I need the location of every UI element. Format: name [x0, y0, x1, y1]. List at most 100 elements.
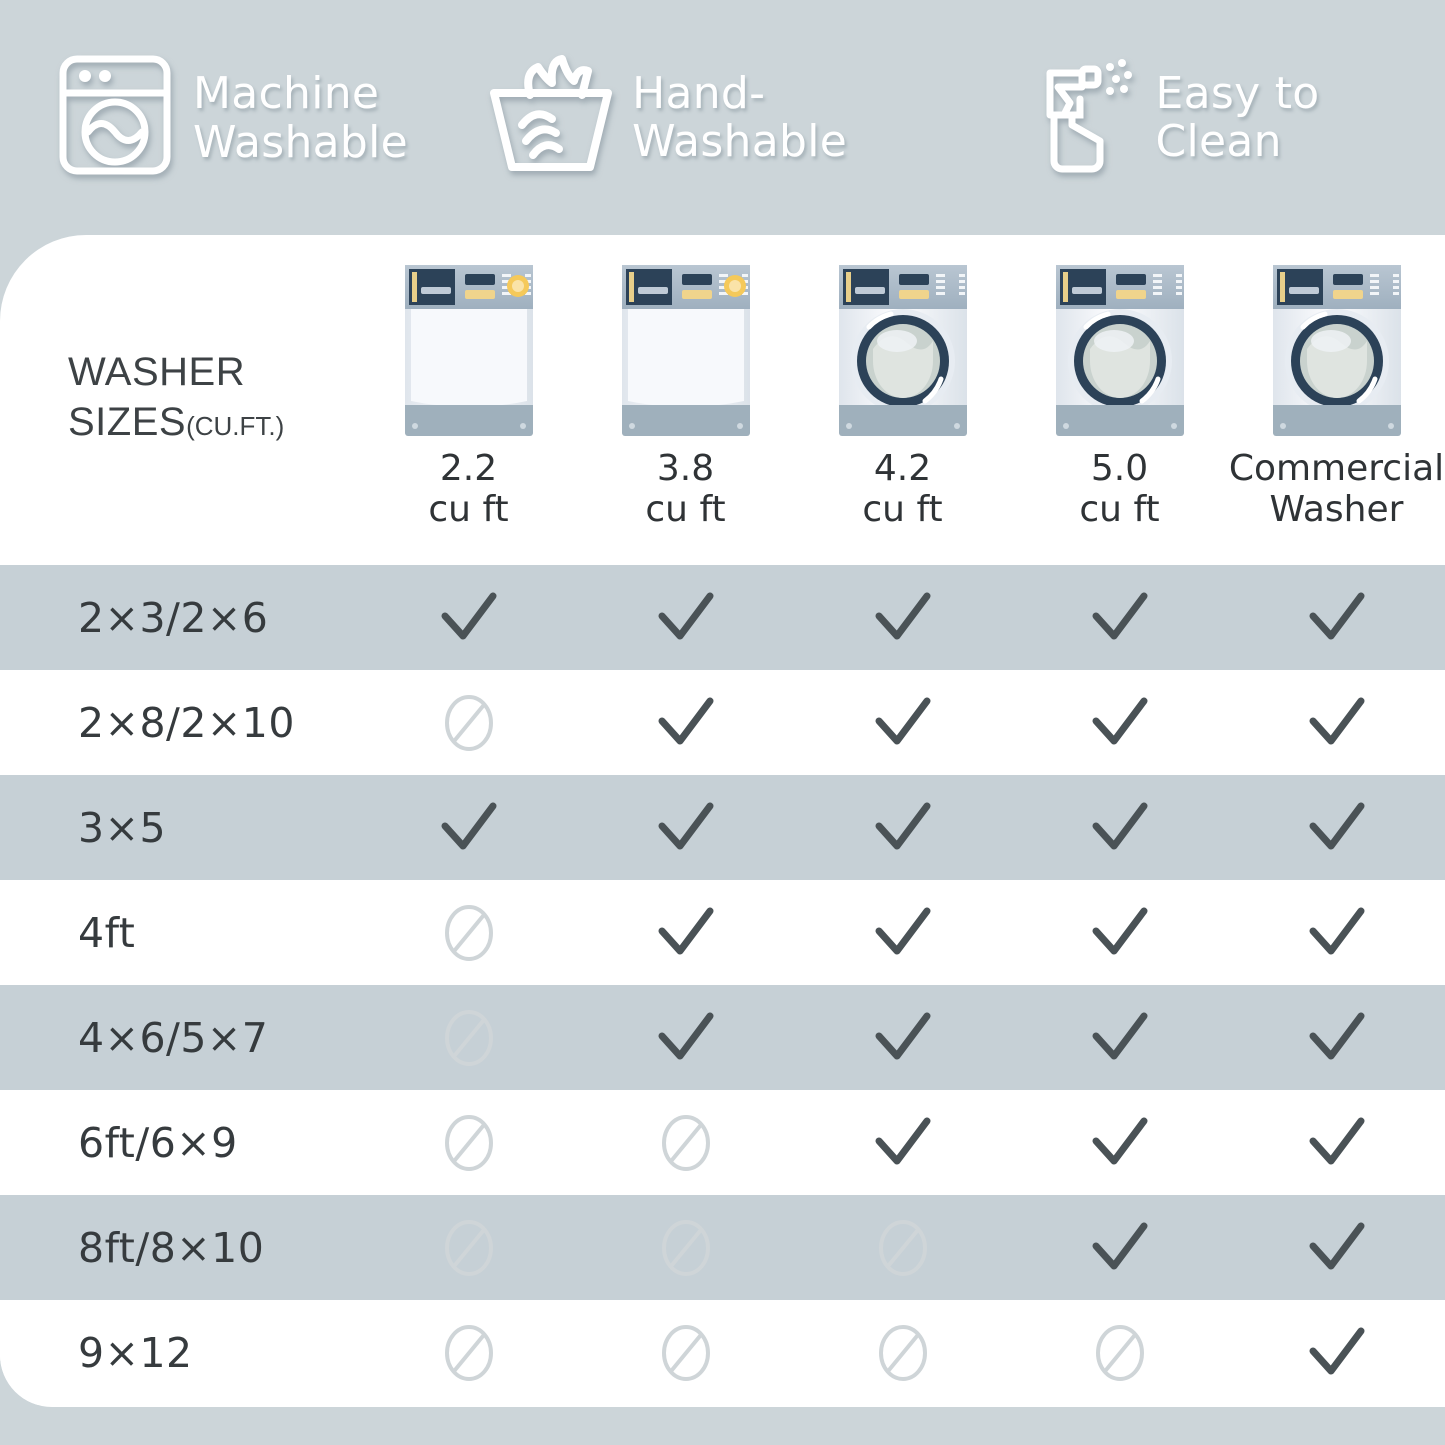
- check-icon: [1092, 1117, 1147, 1164]
- badge-label: Easy to Clean: [1155, 67, 1320, 167]
- check-icon: [1309, 1012, 1364, 1059]
- cell-ccom-supported: [1228, 670, 1445, 775]
- cell-c38-supported: [577, 670, 794, 775]
- check-icon: [1092, 1222, 1147, 1269]
- column-caption: 2.2 cu ft: [428, 448, 509, 530]
- check-icon: [1309, 907, 1364, 954]
- not-allowed-icon: [661, 1219, 710, 1276]
- cell-c42-supported: [794, 1090, 1011, 1195]
- cell-ccom-supported: [1228, 1300, 1445, 1405]
- cell-c50-supported: [1011, 670, 1228, 775]
- cell-c38-unsupported: [577, 1090, 794, 1195]
- cell-c38-supported: [577, 880, 794, 985]
- check-icon: [441, 592, 496, 639]
- cell-c38-supported: [577, 775, 794, 880]
- check-icon: [875, 592, 930, 639]
- table-row: 9×12: [0, 1300, 1445, 1405]
- table-row: 4×6/5×7: [0, 985, 1445, 1090]
- corner-title-unit: (CU.FT.): [186, 411, 285, 441]
- row-cells: [360, 670, 1445, 775]
- not-allowed-icon: [444, 694, 493, 751]
- table-row: 3×5: [0, 775, 1445, 880]
- cell-c22-supported: [360, 775, 577, 880]
- cell-c22-unsupported: [360, 1195, 577, 1300]
- check-icon: [1092, 1012, 1147, 1059]
- column-header-2-2: 2.2 cu ft: [360, 235, 577, 565]
- check-icon: [1092, 907, 1147, 954]
- cell-c42-unsupported: [794, 1195, 1011, 1300]
- row-label: 4ft: [78, 908, 136, 957]
- row-label: 2×3/2×6: [78, 593, 269, 642]
- check-icon: [1309, 592, 1364, 639]
- column-headers: 2.2 cu ft: [360, 235, 1445, 565]
- washer-front-loader-icon: [835, 261, 971, 439]
- not-allowed-icon: [661, 1324, 710, 1381]
- not-allowed-icon: [1095, 1324, 1144, 1381]
- row-label: 9×12: [78, 1328, 193, 1377]
- check-icon: [875, 1117, 930, 1164]
- not-allowed-icon: [444, 904, 493, 961]
- table-header: WASHER SIZES(CU.FT.): [0, 235, 1445, 565]
- cell-c42-supported: [794, 880, 1011, 985]
- check-icon: [875, 697, 930, 744]
- check-icon: [658, 1012, 713, 1059]
- not-allowed-icon: [444, 1219, 493, 1276]
- corner-title-line1: WASHER: [68, 350, 246, 394]
- badge-machine-washable: Machine Washable: [55, 51, 408, 184]
- cell-c42-supported: [794, 670, 1011, 775]
- not-allowed-icon: [444, 1114, 493, 1171]
- cell-ccom-supported: [1228, 1090, 1445, 1195]
- check-icon: [658, 802, 713, 849]
- not-allowed-icon: [661, 1114, 710, 1171]
- cell-ccom-supported: [1228, 775, 1445, 880]
- cell-ccom-supported: [1228, 565, 1445, 670]
- cell-c50-supported: [1011, 880, 1228, 985]
- cell-c22-unsupported: [360, 985, 577, 1090]
- corner-title-line2: SIZES: [68, 400, 187, 444]
- table-row: 8ft/8×10: [0, 1195, 1445, 1300]
- row-label: 6ft/6×9: [78, 1118, 238, 1167]
- not-allowed-icon: [444, 1324, 493, 1381]
- column-header-3-8: 3.8 cu ft: [577, 235, 794, 565]
- row-cells: [360, 565, 1445, 670]
- washer-top-loader-icon: [618, 261, 754, 439]
- cell-c22-unsupported: [360, 880, 577, 985]
- check-icon: [1309, 1327, 1364, 1374]
- cell-ccom-supported: [1228, 985, 1445, 1090]
- not-allowed-icon: [878, 1324, 927, 1381]
- feature-badges: Machine Washable Hand-Washable: [0, 0, 1445, 235]
- table-row: 2×3/2×6: [0, 565, 1445, 670]
- check-icon: [658, 697, 713, 744]
- table-corner-title: WASHER SIZES(CU.FT.): [68, 347, 284, 451]
- table-row: 2×8/2×10: [0, 670, 1445, 775]
- cell-c22-supported: [360, 565, 577, 670]
- cell-c50-unsupported: [1011, 1300, 1228, 1405]
- table-row: 4ft: [0, 880, 1445, 985]
- column-header-5-0: 5.0 cu ft: [1011, 235, 1228, 565]
- cell-c42-unsupported: [794, 1300, 1011, 1405]
- cell-c50-supported: [1011, 775, 1228, 880]
- check-icon: [875, 1012, 930, 1059]
- column-header-commercial: Commercial Washer: [1228, 235, 1445, 565]
- check-icon: [1309, 697, 1364, 744]
- cell-c22-unsupported: [360, 670, 577, 775]
- cell-c50-supported: [1011, 1090, 1228, 1195]
- column-caption: 5.0 cu ft: [1079, 448, 1160, 530]
- column-caption: 4.2 cu ft: [862, 448, 943, 530]
- washer-size-table-card: WASHER SIZES(CU.FT.): [0, 235, 1445, 1407]
- check-icon: [658, 592, 713, 639]
- row-cells: [360, 1090, 1445, 1195]
- washer-top-loader-icon: [401, 261, 537, 439]
- row-label: 2×8/2×10: [78, 698, 295, 747]
- table-body: 2×3/2×6 2×8/2×10 3×5 4ft 4×6/5×7 6ft/6×9 8ft/8…: [0, 565, 1445, 1405]
- cell-ccom-supported: [1228, 1195, 1445, 1300]
- badge-label: Machine Washable: [193, 67, 409, 168]
- column-caption: Commercial Washer: [1228, 448, 1445, 530]
- column-caption: 3.8 cu ft: [645, 448, 726, 530]
- check-icon: [1092, 592, 1147, 639]
- badge-label: Hand-Washable: [632, 67, 848, 167]
- row-label: 4×6/5×7: [78, 1013, 269, 1062]
- check-icon: [1309, 802, 1364, 849]
- badge-easy-to-clean: Easy to Clean: [1024, 53, 1445, 182]
- check-icon: [441, 802, 496, 849]
